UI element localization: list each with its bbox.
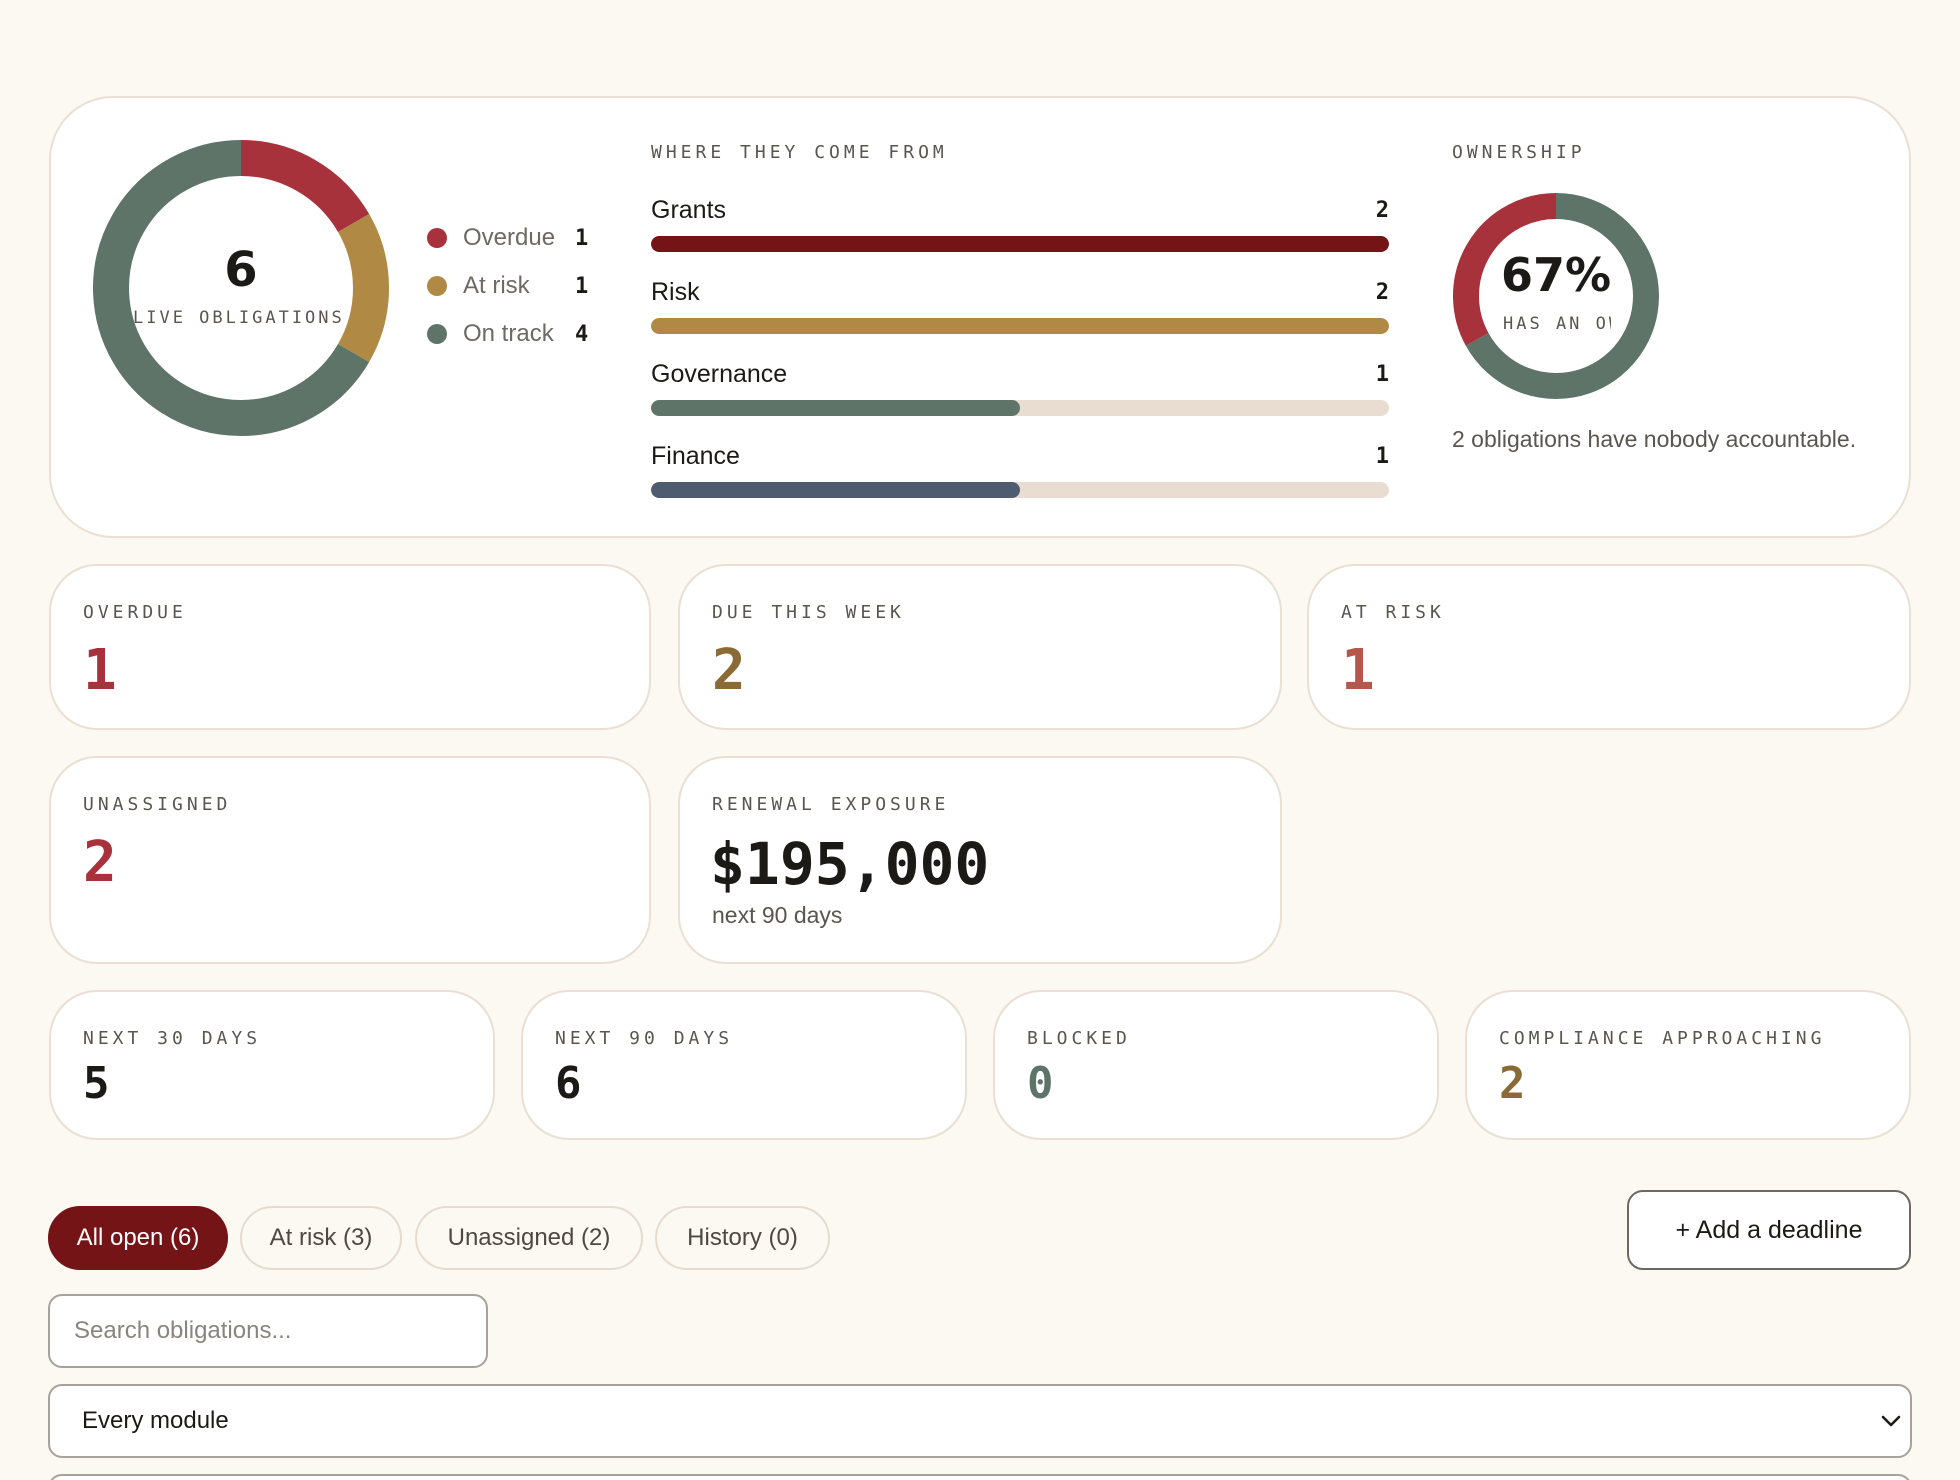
stat-card-due-this-week[interactable]: DUE THIS WEEK 2 bbox=[678, 564, 1282, 730]
stat-label: DUE THIS WEEK bbox=[712, 602, 905, 623]
legend-item-at-risk: At risk 1 bbox=[427, 271, 588, 301]
module-select[interactable]: Every module bbox=[48, 1384, 1912, 1458]
source-count: 1 bbox=[1375, 362, 1389, 387]
chevron-down-icon bbox=[1881, 1415, 1901, 1427]
donut-segment-at-risk bbox=[337, 214, 389, 362]
source-bar-track bbox=[651, 318, 1389, 334]
source-row-governance: Governance 1 bbox=[651, 360, 1389, 420]
stat-card-next-30-days[interactable]: NEXT 30 DAYS 5 bbox=[49, 990, 495, 1140]
stat-sublabel: next 90 days bbox=[712, 902, 843, 928]
stat-value: 1 bbox=[1341, 638, 1375, 703]
stat-card-at-risk[interactable]: AT RISK 1 bbox=[1307, 564, 1911, 730]
ownership-donut-chart bbox=[1453, 193, 1659, 399]
ownership-percent: 67% bbox=[1500, 248, 1612, 302]
on-track-dot-icon bbox=[427, 324, 447, 344]
stat-card-overdue[interactable]: OVERDUE 1 bbox=[49, 564, 651, 730]
legend-item-overdue: Overdue 1 bbox=[427, 223, 588, 253]
stat-value: 1 bbox=[83, 638, 117, 703]
module-select-value: Every module bbox=[82, 1407, 229, 1434]
stat-value: 2 bbox=[1499, 1058, 1526, 1109]
source-bar-track bbox=[651, 482, 1389, 498]
stat-value: 0 bbox=[1027, 1058, 1054, 1109]
stat-value: $195,000 bbox=[710, 830, 990, 898]
source-count: 2 bbox=[1375, 280, 1389, 305]
stat-value: 5 bbox=[83, 1058, 110, 1109]
donut-segment-on-track bbox=[93, 140, 370, 436]
stat-label: UNASSIGNED bbox=[83, 794, 232, 815]
summary-card: 6 LIVE OBLIGATIONS Overdue 1 At risk 1 O… bbox=[49, 96, 1911, 538]
stat-card-renewal-exposure[interactable]: RENEWAL EXPOSURE $195,000 next 90 days bbox=[678, 756, 1282, 964]
tab-at-risk[interactable]: At risk (3) bbox=[240, 1206, 402, 1270]
stat-label: COMPLIANCE APPROACHING bbox=[1499, 1028, 1826, 1049]
ownership-caption: OWNERSHIP bbox=[1452, 142, 1586, 163]
stat-value: 2 bbox=[83, 830, 117, 895]
live-obligations-count: 6 bbox=[224, 242, 258, 298]
stat-card-unassigned[interactable]: UNASSIGNED 2 bbox=[49, 756, 651, 964]
legend-count: 4 bbox=[575, 321, 589, 347]
ownership-note: 2 obligations have nobody accountable. bbox=[1452, 426, 1857, 452]
live-obligations-label: LIVE OBLIGATIONS bbox=[133, 308, 345, 328]
legend-count: 1 bbox=[575, 225, 589, 251]
stat-label: RENEWAL EXPOSURE bbox=[712, 794, 950, 815]
stat-label: BLOCKED bbox=[1027, 1028, 1131, 1049]
ownership-segment-owned bbox=[1465, 193, 1659, 399]
source-bar-fill bbox=[651, 400, 1020, 416]
source-bar-fill bbox=[651, 318, 1389, 334]
overdue-dot-icon bbox=[427, 228, 447, 248]
source-bar-track bbox=[651, 236, 1389, 252]
search-input[interactable] bbox=[50, 1296, 486, 1366]
stat-card-compliance-approaching[interactable]: COMPLIANCE APPROACHING 2 bbox=[1465, 990, 1911, 1140]
legend-item-on-track: On track 4 bbox=[427, 319, 588, 349]
legend-count: 1 bbox=[575, 273, 589, 299]
stat-label: AT RISK bbox=[1341, 602, 1445, 623]
tab-all-open[interactable]: All open (6) bbox=[48, 1206, 228, 1270]
at-risk-dot-icon bbox=[427, 276, 447, 296]
tab-history[interactable]: History (0) bbox=[655, 1206, 830, 1270]
source-count: 1 bbox=[1375, 444, 1389, 469]
stat-value: 6 bbox=[555, 1058, 582, 1109]
source-row-risk: Risk 2 bbox=[651, 278, 1389, 338]
stat-card-blocked[interactable]: BLOCKED 0 bbox=[993, 990, 1439, 1140]
source-count: 2 bbox=[1375, 198, 1389, 223]
stat-value: 2 bbox=[712, 638, 746, 703]
legend-label: At risk bbox=[463, 272, 530, 299]
ownership-label: HAS AN OWNER bbox=[1503, 314, 1611, 334]
tab-unassigned[interactable]: Unassigned (2) bbox=[415, 1206, 643, 1270]
source-bar-fill bbox=[651, 236, 1389, 252]
legend-label: Overdue bbox=[463, 224, 556, 251]
stat-label: NEXT 90 DAYS bbox=[555, 1028, 734, 1049]
source-name: Governance bbox=[651, 360, 788, 388]
ownership-segment-unowned bbox=[1453, 193, 1557, 346]
source-bar-fill bbox=[651, 482, 1020, 498]
stat-label: OVERDUE bbox=[83, 602, 187, 623]
source-row-finance: Finance 1 bbox=[651, 442, 1389, 502]
stat-label: NEXT 30 DAYS bbox=[83, 1028, 262, 1049]
source-name: Risk bbox=[651, 278, 700, 306]
sources-caption: WHERE THEY COME FROM bbox=[651, 142, 948, 163]
search-box bbox=[48, 1294, 488, 1368]
source-row-grants: Grants 2 bbox=[651, 196, 1389, 256]
source-name: Grants bbox=[651, 196, 727, 224]
stat-card-next-90-days[interactable]: NEXT 90 DAYS 6 bbox=[521, 990, 967, 1140]
add-deadline-button[interactable]: + Add a deadline bbox=[1627, 1190, 1911, 1270]
legend-label: On track bbox=[463, 320, 554, 347]
source-bar-track bbox=[651, 400, 1389, 416]
next-filter-field[interactable] bbox=[48, 1474, 1912, 1480]
status-donut-chart bbox=[93, 140, 389, 436]
source-name: Finance bbox=[651, 442, 740, 470]
donut-segment-overdue bbox=[240, 140, 370, 233]
